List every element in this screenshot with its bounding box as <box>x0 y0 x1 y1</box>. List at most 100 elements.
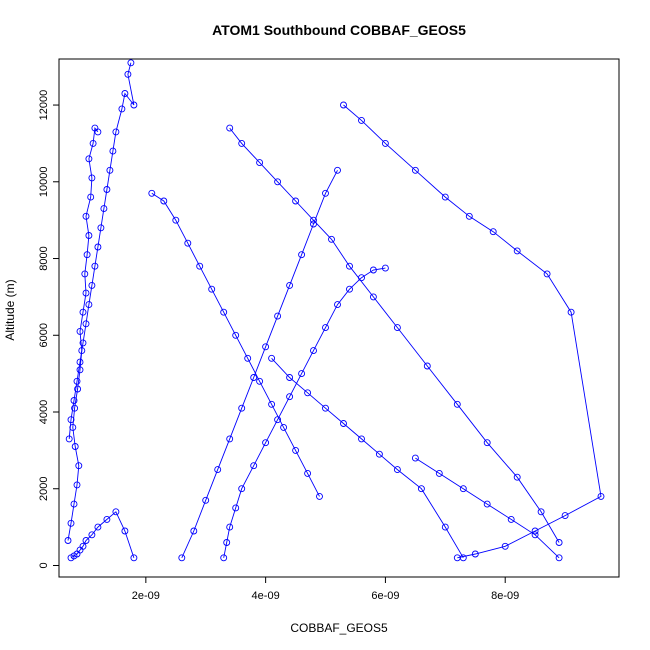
data-point <box>423 362 431 370</box>
data-point <box>411 454 419 462</box>
data-point <box>465 212 473 220</box>
data-point <box>322 189 329 197</box>
data-point <box>459 485 467 493</box>
data-point <box>453 400 461 408</box>
data-point <box>78 347 86 355</box>
data-point <box>256 159 264 167</box>
data-point <box>71 443 79 450</box>
data-point <box>112 508 120 516</box>
data-point <box>393 466 401 474</box>
data-point <box>471 550 479 558</box>
data-point <box>304 469 312 477</box>
data-point <box>220 554 228 562</box>
data-point <box>127 59 135 67</box>
data-point <box>76 366 84 374</box>
data-point <box>381 264 389 272</box>
data-point <box>561 512 569 520</box>
data-point <box>178 554 186 562</box>
data-point <box>483 500 491 508</box>
y-tick-label: 10000 <box>38 166 50 197</box>
data-point <box>310 220 317 228</box>
data-point <box>232 331 240 339</box>
data-point <box>223 539 231 546</box>
data-point <box>298 370 306 378</box>
data-point <box>316 492 323 500</box>
x-tick-label: 6e-09 <box>371 590 399 602</box>
data-point <box>238 139 246 147</box>
data-point <box>226 523 234 531</box>
data-point <box>262 343 270 351</box>
data-point <box>369 266 377 274</box>
series-5 <box>226 124 563 546</box>
data-point <box>435 469 443 477</box>
data-point <box>118 105 126 113</box>
data-point <box>85 155 93 163</box>
data-point <box>124 70 132 78</box>
data-point <box>184 239 192 247</box>
data-point <box>89 139 97 147</box>
data-point <box>393 324 401 332</box>
data-point <box>121 527 129 535</box>
data-point <box>555 539 563 546</box>
data-point <box>76 358 84 366</box>
data-point <box>71 404 79 412</box>
data-point <box>190 527 198 535</box>
y-tick-label: 0 <box>38 562 50 568</box>
data-point <box>64 537 72 544</box>
data-point <box>87 193 95 201</box>
data-point <box>88 531 96 539</box>
data-point <box>79 542 87 550</box>
data-point <box>513 473 521 481</box>
data-point <box>81 270 89 278</box>
data-point <box>109 147 117 155</box>
data-point <box>82 320 90 328</box>
series-4 <box>220 264 389 562</box>
data-point <box>340 420 347 427</box>
data-point <box>328 235 335 243</box>
data-point <box>88 281 96 289</box>
data-point <box>94 523 102 531</box>
data-point <box>298 251 306 259</box>
data-point <box>82 212 90 220</box>
data-point <box>214 466 222 474</box>
data-point <box>244 354 252 362</box>
data-point <box>501 542 509 550</box>
data-point <box>369 293 377 301</box>
data-point <box>358 116 365 124</box>
x-tick-label: 2e-09 <box>132 590 160 602</box>
data-point <box>358 435 365 443</box>
data-point <box>286 374 294 381</box>
data-point <box>268 354 276 362</box>
series-7 <box>148 189 323 500</box>
data-point <box>196 262 204 270</box>
data-point <box>226 435 234 443</box>
data-point <box>112 128 120 136</box>
data-point <box>274 178 282 186</box>
data-point <box>130 554 138 562</box>
data-point <box>250 462 258 470</box>
series-line <box>151 192 320 497</box>
data-point <box>322 324 329 332</box>
series-10 <box>268 354 467 562</box>
data-point <box>238 485 246 493</box>
data-point <box>88 174 96 182</box>
series-9 <box>411 454 563 562</box>
chart-title: ATOM1 Southbound COBBAF_GEOS5 <box>212 22 466 38</box>
data-point <box>67 519 75 527</box>
y-tick-label: 2000 <box>38 477 50 501</box>
data-point <box>310 347 317 355</box>
y-tick-label: 8000 <box>38 246 50 270</box>
series-2 <box>65 59 138 443</box>
data-point <box>70 397 78 404</box>
x-axis: 2e-09 4e-09 6e-09 8e-09 <box>132 576 519 602</box>
data-point <box>100 205 108 213</box>
series-line <box>67 126 99 541</box>
data-point <box>346 285 353 293</box>
data-point <box>250 374 258 381</box>
series-8 <box>178 166 341 562</box>
y-axis: 0 2000 4000 6000 8000 10000 12000 <box>38 90 60 569</box>
data-point <box>106 166 114 174</box>
series-line <box>229 127 560 543</box>
data-point <box>286 393 294 401</box>
